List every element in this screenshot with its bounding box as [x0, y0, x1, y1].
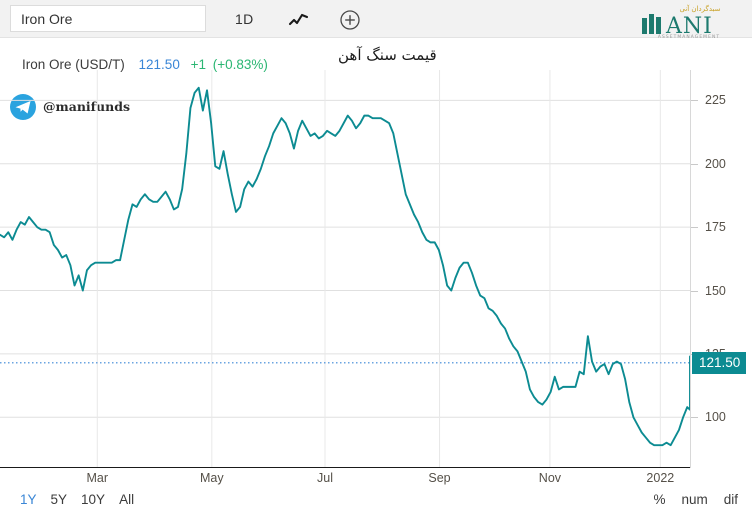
plus-circle-icon[interactable]	[339, 9, 361, 31]
persian-chart-title: قیمت سنگ آهن	[338, 46, 437, 64]
y-axis-tick	[691, 100, 698, 102]
telegram-watermark: @manifunds	[10, 92, 130, 124]
mode-button-dif[interactable]: dif	[723, 492, 738, 507]
chart-container: 100125150175200225121.50	[0, 70, 752, 468]
y-axis: 100125150175200225121.50	[690, 70, 752, 468]
interval-button[interactable]: 1D	[235, 11, 254, 27]
telegram-icon	[10, 94, 36, 120]
y-axis-label: 200	[705, 156, 726, 171]
range-button-all[interactable]: All	[119, 492, 135, 507]
range-button-1y[interactable]: 1Y	[20, 492, 37, 507]
y-axis-tick	[691, 227, 698, 229]
ticker-search-input[interactable]	[10, 5, 206, 32]
range-button-10y[interactable]: 10Y	[81, 492, 106, 507]
y-axis-tick	[691, 417, 698, 419]
range-selector: 1Y 5Y 10Y All	[20, 491, 148, 509]
y-axis-label: 175	[705, 220, 726, 235]
current-price-badge: 121.50	[692, 351, 747, 374]
x-axis-label: Nov	[538, 471, 562, 485]
top-toolbar: 1D سبدگردان آنی ANI ASSETMANAGEMENT	[0, 0, 752, 40]
svg-text:سبدگردان آنی: سبدگردان آنی	[679, 4, 720, 13]
svg-text:ASSETMANAGEMENT: ASSETMANAGEMENT	[658, 34, 720, 40]
chart-plot-area[interactable]	[0, 70, 691, 468]
x-axis-label: Mar	[86, 471, 109, 485]
y-axis-label: 225	[705, 93, 726, 108]
y-axis-tick	[691, 163, 698, 165]
svg-text:ANI: ANI	[665, 14, 713, 39]
x-axis-label: 2022	[646, 471, 675, 485]
y-axis-label: 150	[705, 283, 726, 298]
x-axis-labels: Mar May Jul Sep Nov 2022	[0, 471, 690, 491]
quote-price: 121.50	[138, 57, 180, 72]
x-axis-line	[0, 467, 690, 468]
y-axis-label: 100	[705, 410, 726, 425]
x-axis-label: Sep	[428, 471, 451, 485]
mode-selector: % num dif	[637, 491, 738, 509]
line-chart-icon[interactable]	[288, 9, 310, 31]
quote-line: Iron Ore (USD/T) 121.50 +1 (+0.83%)	[22, 57, 268, 72]
x-axis-label: Jul	[316, 471, 333, 485]
mode-button-num[interactable]: num	[681, 492, 708, 507]
range-button-5y[interactable]: 5Y	[50, 492, 68, 507]
price-line-chart	[0, 70, 691, 468]
bottom-bar: 1Y 5Y 10Y All % num dif	[0, 491, 752, 517]
telegram-handle: @manifunds	[43, 99, 130, 114]
mode-button-percent[interactable]: %	[653, 492, 666, 507]
quote-name: Iron Ore (USD/T)	[22, 57, 125, 72]
company-logo: سبدگردان آنی ANI ASSETMANAGEMENT	[634, 2, 744, 40]
quote-percent: (+0.83%)	[212, 57, 268, 72]
quote-change: +1	[190, 57, 206, 72]
x-axis-label: May	[200, 471, 224, 485]
y-axis-tick	[691, 290, 698, 292]
